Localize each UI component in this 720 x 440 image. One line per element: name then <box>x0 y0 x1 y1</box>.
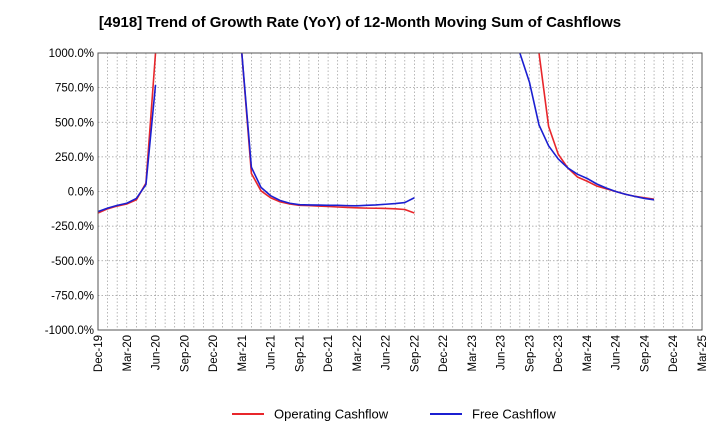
x-tick-label: Dec-19 <box>93 335 105 372</box>
y-tick-label: -250.0% <box>51 221 94 233</box>
x-tick-label: Dec-20 <box>208 335 220 372</box>
x-tick-label: Dec-21 <box>323 335 335 372</box>
x-tick-label: Mar-23 <box>467 335 479 371</box>
y-tick-label: -500.0% <box>51 256 94 268</box>
legend-label: Free Cashflow <box>472 407 556 422</box>
chart-title: [4918] Trend of Growth Rate (YoY) of 12-… <box>98 14 622 31</box>
y-tick-label: -750.0% <box>51 290 94 302</box>
x-tick-label: Sep-20 <box>179 335 191 372</box>
series-line-free-cashflow <box>98 84 157 213</box>
x-tick-label: Sep-23 <box>524 335 536 372</box>
x-tick-label: Dec-23 <box>553 335 565 372</box>
plot-border <box>97 52 703 331</box>
series-group <box>98 53 655 214</box>
series-line-free-cashflow <box>519 53 655 201</box>
x-tick-label: Jun-24 <box>611 334 623 370</box>
x-tick-label: Jun-20 <box>151 335 163 370</box>
y-tick-label: 250.0% <box>55 152 94 164</box>
x-tick-label: Mar-24 <box>582 334 594 371</box>
x-tick-label: Sep-21 <box>294 335 306 372</box>
x-tick-label: Jun-22 <box>381 335 393 370</box>
x-tick-label: Sep-22 <box>409 335 421 372</box>
x-tick-label: Dec-24 <box>668 334 680 372</box>
y-tick-label: -1000.0% <box>45 325 94 337</box>
x-tick-label: Jun-23 <box>496 335 508 370</box>
series-line-free-cashflow <box>241 53 415 207</box>
legend-label: Operating Cashflow <box>274 407 389 422</box>
x-tick-label: Mar-25 <box>697 335 709 371</box>
series-line-operating-cashflow <box>241 53 415 214</box>
y-tick-label: 1000.0% <box>49 48 94 60</box>
x-tick-label: Mar-22 <box>352 335 364 371</box>
legend: Operating Cashflow Free Cashflow <box>232 407 556 422</box>
y-tick-label: 0.0% <box>68 187 94 199</box>
x-tick-label: Mar-20 <box>122 335 134 371</box>
y-tick-label: 750.0% <box>55 83 94 95</box>
x-tick-label: Jun-21 <box>266 335 278 370</box>
x-tick-label: Sep-24 <box>639 334 651 372</box>
x-tick-label: Dec-22 <box>438 335 450 372</box>
x-tick-label: Mar-21 <box>237 335 249 371</box>
y-tick-label: 500.0% <box>55 117 94 129</box>
